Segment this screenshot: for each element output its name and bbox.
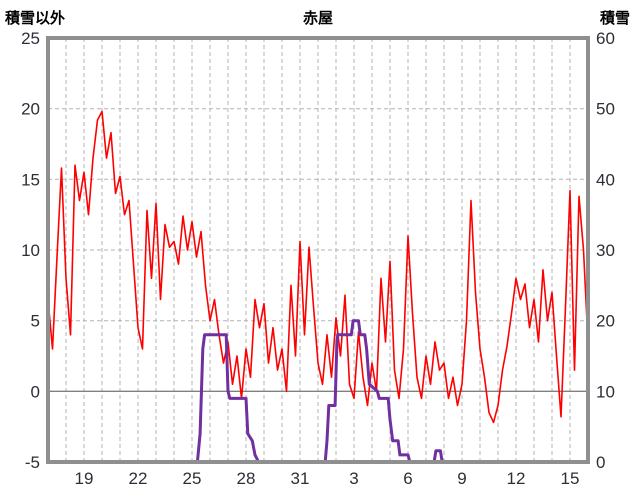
left-axis-tick-label: -5 (25, 453, 40, 472)
left-axis-tick-label: 25 (21, 29, 40, 48)
snow-depth-series-line (46, 319, 590, 464)
x-axis-tick-label: 9 (457, 469, 466, 488)
left-axis-tick-label: 0 (31, 382, 40, 401)
x-axis-tick-label: 25 (183, 469, 202, 488)
right-axis-tick-label: 30 (596, 241, 615, 260)
x-axis-tick-label: 28 (237, 469, 256, 488)
right-axis-tick-label: 50 (596, 100, 615, 119)
chart-title: 赤屋 (302, 10, 333, 27)
x-axis-tick-label: 3 (349, 469, 358, 488)
gridlines (48, 38, 588, 462)
left-axis-tick-label: 10 (21, 241, 40, 260)
series-lines (46, 110, 590, 464)
right-axis-tick-label: 40 (596, 170, 615, 189)
left-axis-title: 積雪以外 (5, 10, 66, 27)
x-axis-tick-label: 19 (75, 469, 94, 488)
x-axis-tick-label: 31 (291, 469, 310, 488)
x-axis-tick-label: 22 (129, 469, 148, 488)
left-axis-tick-label: 20 (21, 100, 40, 119)
plot-border (46, 36, 590, 464)
left-axis-tick-label: 5 (31, 312, 40, 331)
right-axis-tick-label: 60 (596, 29, 615, 48)
right-axis-tick-label: 0 (596, 453, 605, 472)
non-snow-series-line (47, 110, 589, 424)
x-axis-tick-label: 12 (507, 469, 526, 488)
right-axis-tick-label: 10 (596, 382, 615, 401)
right-axis-tick-label: 20 (596, 312, 615, 331)
x-axis-tick-label: 6 (403, 469, 412, 488)
x-axis-tick-label: 15 (561, 469, 580, 488)
left-axis-tick-label: 15 (21, 170, 40, 189)
right-axis-title: 積雪 (599, 10, 630, 27)
